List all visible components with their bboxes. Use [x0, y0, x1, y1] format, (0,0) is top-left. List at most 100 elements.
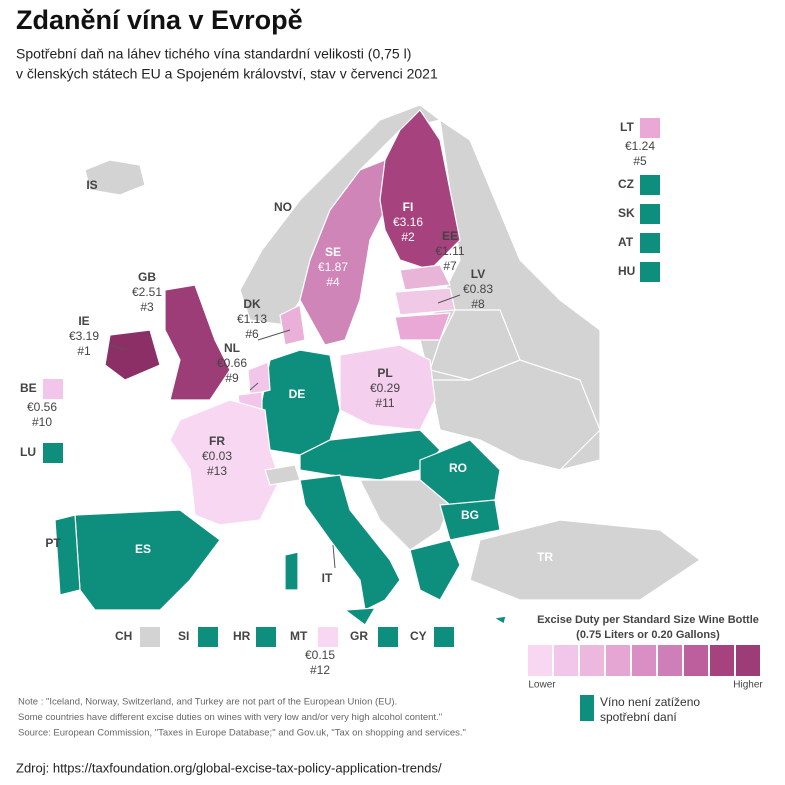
country-code: SE [325, 245, 341, 259]
key-code: HR [233, 629, 251, 643]
country-tax: €2.51 [132, 285, 162, 299]
country-rank: #2 [401, 230, 415, 244]
key-tax: €0.15 [305, 648, 335, 662]
country-rank: #13 [207, 464, 227, 478]
country-code: FI [403, 200, 414, 214]
title: Zdanění vína v Evropě [16, 5, 303, 35]
key-code: GR [350, 629, 368, 643]
country-shape [284, 551, 377, 626]
key-code: BE [20, 381, 37, 395]
key-rank: #10 [32, 415, 52, 429]
country-shape [429, 359, 601, 471]
key-code: CZ [618, 177, 634, 191]
country-code: DE [289, 387, 306, 401]
key-swatch [43, 443, 63, 463]
key-swatch [640, 233, 660, 253]
country-shape [492, 615, 507, 625]
country-code: IE [78, 314, 89, 328]
key-swatch [256, 627, 276, 647]
country-shape [164, 284, 231, 401]
country-code: RO [449, 461, 467, 475]
key-code: LT [620, 120, 634, 134]
note: Source: European Commission, "Taxes in E… [18, 728, 466, 739]
key-code: SI [178, 629, 189, 643]
country-rank: #1 [77, 344, 91, 358]
subtitle: v členských státech EU a Spojeném králov… [16, 66, 438, 82]
country-code: LV [471, 267, 485, 281]
country-shape [339, 344, 436, 431]
key-code: CH [115, 629, 132, 643]
country-tax: €1.87 [318, 260, 348, 274]
key-code: SK [618, 206, 635, 220]
legend-no-tax: spotřební daní [600, 710, 677, 724]
country-code: ES [135, 542, 151, 556]
key-swatch [318, 627, 338, 647]
note: Note : "Iceland, Norway, Switzerland, an… [18, 697, 397, 708]
key-swatch [434, 627, 454, 647]
legend-step [528, 645, 552, 676]
legend-no-tax: Víno není zatíženo [600, 695, 700, 709]
country-tax: €1.11 [435, 244, 464, 258]
legend-step [736, 645, 760, 676]
country-shape [399, 264, 451, 291]
country-rank: #9 [225, 371, 239, 385]
legend-step [658, 645, 682, 676]
key-rank: #12 [310, 663, 330, 677]
key-code: MT [290, 629, 308, 643]
key-swatch [640, 118, 660, 138]
key-swatch [198, 627, 218, 647]
key-swatch [640, 204, 660, 224]
country-rank: #7 [443, 259, 457, 273]
legend-step [632, 645, 656, 676]
legend-lower: Lower [528, 680, 556, 691]
key-rank: #5 [633, 154, 647, 168]
country-code: DK [243, 297, 261, 311]
country-shape [469, 519, 702, 601]
country-tax: €0.66 [217, 356, 247, 370]
legend-step [580, 645, 604, 676]
leader-lines [109, 294, 461, 569]
country-rank: #3 [140, 300, 154, 314]
country-rank: #11 [375, 396, 394, 410]
legend-step [710, 645, 734, 676]
country-code: EE [442, 229, 458, 243]
country-shape [169, 399, 281, 526]
key-tax: €1.24 [625, 139, 655, 153]
country-shape [379, 109, 461, 271]
country-rank: #6 [245, 327, 259, 341]
country-rank: #4 [326, 275, 340, 289]
note: Some countries have different excise dut… [18, 712, 442, 723]
key-swatch [378, 627, 398, 647]
country-code: BG [461, 508, 479, 522]
key-tax: €0.56 [27, 400, 57, 414]
country-shape [54, 514, 81, 596]
country-tax: €3.19 [69, 329, 99, 343]
country-shape [409, 539, 461, 601]
source: Zdroj: https://taxfoundation.org/global-… [16, 760, 442, 775]
country-code: IS [86, 178, 97, 192]
country-shape [247, 361, 271, 396]
country-tax: €1.13 [237, 312, 267, 326]
key-swatch [140, 627, 160, 647]
country-code: NO [274, 200, 292, 214]
key-swatch [640, 262, 660, 282]
country-code: PL [377, 366, 392, 380]
key-swatch [640, 175, 660, 195]
country-code: TR [537, 550, 553, 564]
country-tax: €0.03 [202, 449, 232, 463]
country-shape [359, 479, 451, 551]
legend-step [606, 645, 630, 676]
legend-step [684, 645, 708, 676]
country-code: IT [322, 571, 333, 585]
country-shape [74, 509, 221, 611]
country-code: GB [138, 270, 156, 284]
country-code: PT [45, 536, 61, 550]
country-tax: €0.29 [370, 381, 400, 395]
key-code: AT [618, 235, 634, 249]
country-tax: €0.83 [463, 282, 493, 296]
country-shape [259, 349, 341, 456]
country-rank: #8 [471, 297, 485, 311]
legend-step [554, 645, 578, 676]
legend-higher: Higher [733, 680, 763, 691]
